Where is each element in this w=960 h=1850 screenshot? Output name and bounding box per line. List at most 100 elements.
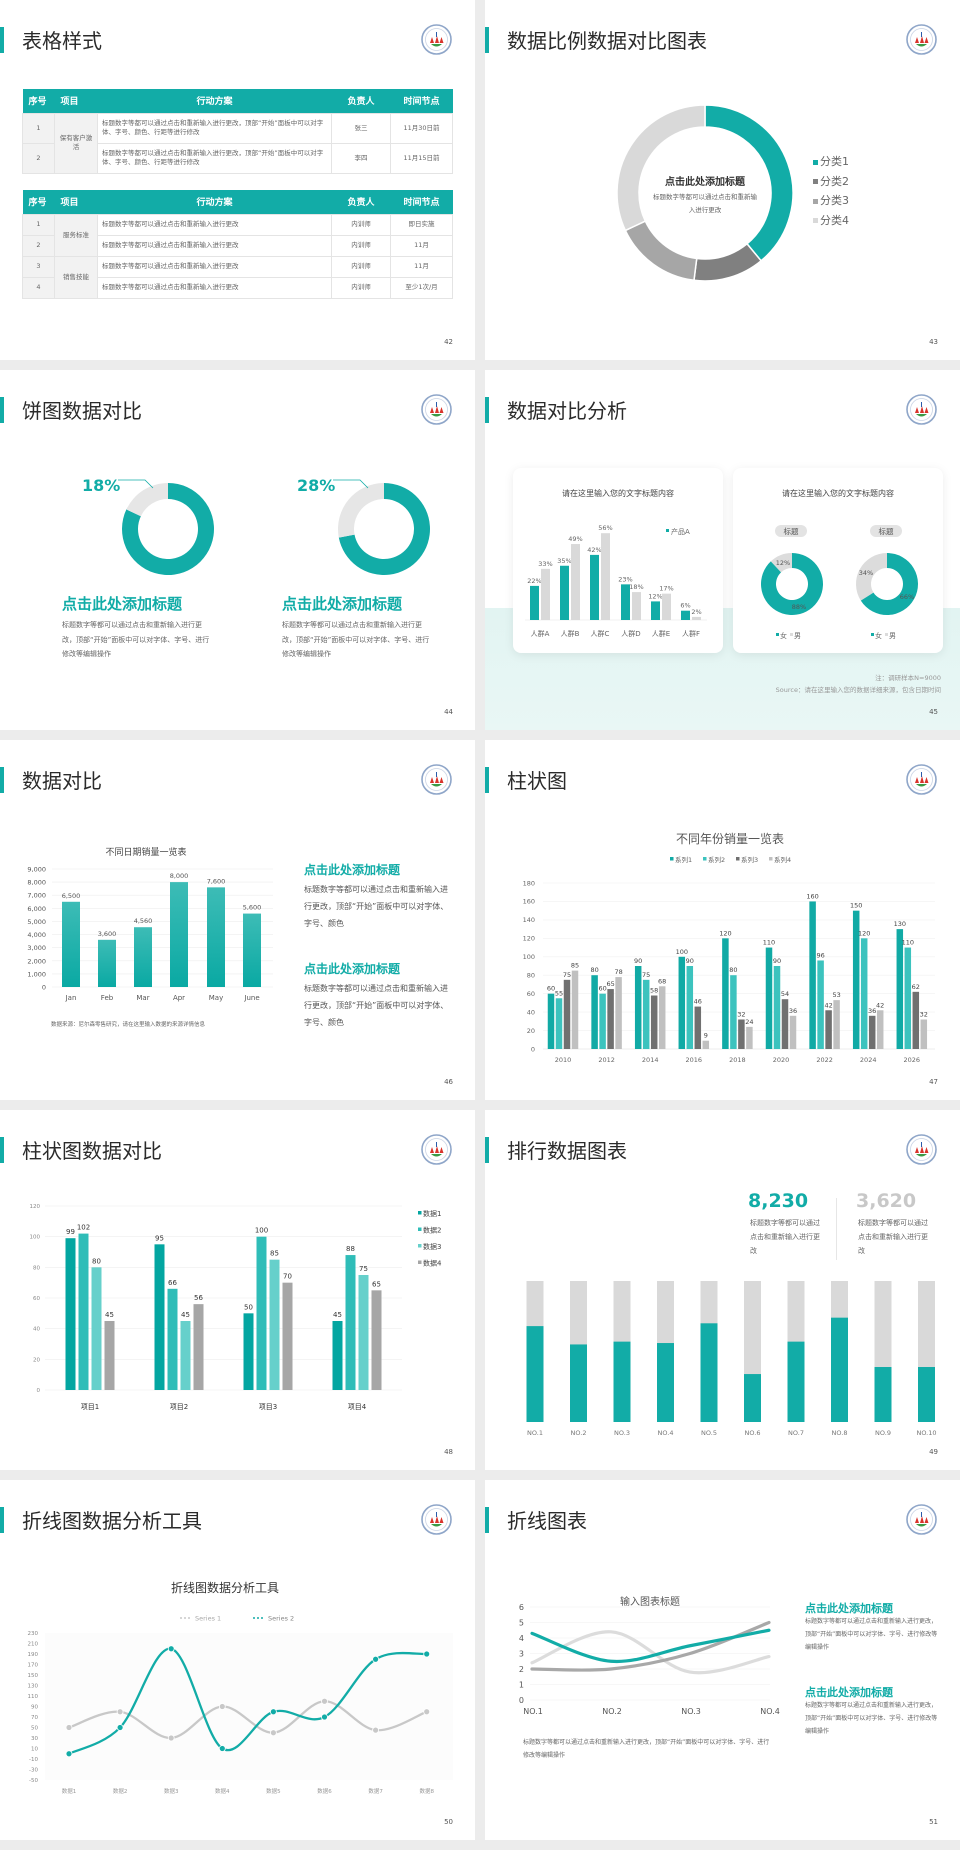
bar xyxy=(98,939,116,987)
column-header: 项目 xyxy=(54,190,98,214)
item-title: 点击此处添加标题 xyxy=(805,1602,893,1615)
page-number: 43 xyxy=(929,338,938,346)
legend-swatch xyxy=(736,857,740,861)
row-number: 4 xyxy=(22,276,55,299)
slide-48-bar-compare: 柱状图数据对比 0 20 40 60 80 100 120 99 102 80 45 项目1 95 66 4… xyxy=(0,1110,475,1470)
y-tick-label: 1 xyxy=(519,1681,524,1690)
row-number: 1 xyxy=(22,213,55,236)
legend-label: 数据1 xyxy=(423,1209,441,1218)
ratio-donut-chart xyxy=(616,104,794,282)
series-line-chart: 折线图数据分析工具 -50 -30 -10 10 30 50 70 90 110 130 150 170… xyxy=(28,1580,453,1795)
bar xyxy=(104,1321,115,1390)
x-tick-label: 2022 xyxy=(816,1056,833,1064)
y-tick-label: 100 xyxy=(523,953,535,961)
data-label: 65 xyxy=(372,1280,381,1288)
bar xyxy=(193,1304,204,1390)
column-header: 序号 xyxy=(22,89,55,113)
data-label: 8,000 xyxy=(170,872,189,880)
bar xyxy=(243,913,261,987)
title-accent-bar xyxy=(485,397,489,423)
slide-title: 折线图数据分析工具 xyxy=(22,1509,202,1533)
action-plan-table-2: 序号 项目 行动方案 负责人 时间节点 1 服务标准 标题数字等都可以通过点击和重新输入进行更… xyxy=(22,190,453,299)
bar-fill xyxy=(918,1367,935,1422)
x-tick-label: NO.3 xyxy=(681,1707,701,1716)
leader-line xyxy=(118,479,154,489)
x-tick-label: NO.5 xyxy=(701,1429,717,1437)
bar xyxy=(662,593,671,620)
donut-slice xyxy=(121,483,214,575)
bar xyxy=(371,1290,382,1390)
donut-center-text: 标题数字等都可以通过点击和重新输入进行更改 xyxy=(653,193,757,214)
data-point xyxy=(423,1708,431,1716)
x-tick-label: 人群B xyxy=(561,629,580,638)
percent-label: 66% xyxy=(900,593,914,601)
column-header: 时间节点 xyxy=(390,190,453,214)
data-label: 90 xyxy=(773,957,781,965)
percent-label: 28% xyxy=(297,476,335,495)
y-tick-label: 20 xyxy=(527,1027,535,1035)
chart-title: 折线图数据分析工具 xyxy=(171,1580,279,1595)
item-text: 标题数字等都可以通过点击和重新输入进行更改，顶部“开始”面板中可以对字体、字号、… xyxy=(304,885,449,928)
data-label: 96 xyxy=(816,951,824,959)
item-text: 标题数字等都可以通过点击和重新输入进行更改，顶部“开始”面板中可以对字体、字号、… xyxy=(62,621,210,658)
x-tick-label: 人群C xyxy=(591,629,610,638)
y-tick-label: 6,000 xyxy=(27,905,46,913)
slide-49-ranking: 排行数据图表 8,230 标题数字等都可以通过点击和重新输入进行更改 3,620… xyxy=(485,1110,960,1470)
data-label: 35% xyxy=(557,557,571,565)
card-title: 请在这里输入您的文字标题内容 xyxy=(782,489,894,498)
data-label: 56 xyxy=(194,1294,203,1302)
donut-slice xyxy=(126,483,168,517)
legend-swatch xyxy=(813,218,818,223)
donut-slice xyxy=(860,553,918,615)
data-point xyxy=(423,1650,431,1658)
column-header: 负责人 xyxy=(331,89,391,113)
ranking-bar-chart: NO.1 NO.2 NO.3 NO.4 NO.5 NO.6 NO.7 NO.8 NO.9 NO.1… xyxy=(526,1281,937,1437)
y-tick-label: 80 xyxy=(33,1265,40,1271)
chart-title: 输入图表标题 xyxy=(620,1595,680,1608)
data-label: 45 xyxy=(181,1311,190,1319)
y-tick-label: 0 xyxy=(42,984,46,992)
bar xyxy=(632,592,641,620)
x-tick-label: NO.3 xyxy=(614,1429,630,1437)
legend-label: 数据2 xyxy=(423,1226,441,1235)
item-text: 标题数字等都可以通过点击和重新输入进行更改，顶部“开始”面板中可以对字体、字号、… xyxy=(805,1702,938,1735)
item-title: 点击此处添加标题 xyxy=(282,595,403,613)
data-label: 78 xyxy=(614,968,622,976)
series-line xyxy=(530,1620,771,1672)
action-plan: 标题数字等都可以通过点击和重新输入进行更改 xyxy=(97,255,332,278)
bar xyxy=(781,999,789,1049)
bar xyxy=(904,947,912,1049)
data-label: 49% xyxy=(568,535,582,543)
data-point xyxy=(218,1703,226,1710)
logo-emblem xyxy=(421,764,452,795)
bar xyxy=(642,979,650,1049)
smooth-line-chart: 输入图表标题 0 1 2 3 4 5 6 NO.1 NO.2 NO.3 NO.4 xyxy=(519,1595,780,1716)
data-label: 32 xyxy=(737,1010,745,1018)
data-label: 60 xyxy=(598,985,606,993)
legend-label: 数据3 xyxy=(423,1242,441,1251)
card-title: 请在这里输入您的文字标题内容 xyxy=(562,489,674,498)
x-tick-label: 2012 xyxy=(598,1056,615,1064)
donut-slice xyxy=(338,483,384,538)
data-point xyxy=(116,1724,124,1731)
legend-label: 系列3 xyxy=(741,855,758,864)
bar xyxy=(692,616,701,620)
percent-label: 34% xyxy=(859,569,873,577)
bar xyxy=(571,544,580,620)
bar xyxy=(91,1267,102,1390)
legend-swatch xyxy=(813,198,818,204)
y-tick-label: 0 xyxy=(531,1045,535,1053)
legend-swatch xyxy=(703,857,707,861)
bar-fill xyxy=(570,1344,587,1422)
owner: 内训师 xyxy=(331,276,391,299)
data-label: 100 xyxy=(676,948,688,956)
y-tick-label: 160 xyxy=(523,898,535,906)
item-title: 点击此处添加标题 xyxy=(304,962,401,976)
legend-label: 分类3 xyxy=(820,194,849,207)
slide-45-analysis: 数据对比分析 请在这里输入您的文字标题内容 请在这里输入您的文字标题内容 22%… xyxy=(485,370,960,730)
y-tick-label: 3 xyxy=(519,1650,524,1659)
data-label: 66 xyxy=(168,1279,177,1287)
x-tick-label: NO.10 xyxy=(916,1429,936,1437)
bar xyxy=(658,986,666,1049)
x-tick-label: 人群F xyxy=(682,629,700,638)
